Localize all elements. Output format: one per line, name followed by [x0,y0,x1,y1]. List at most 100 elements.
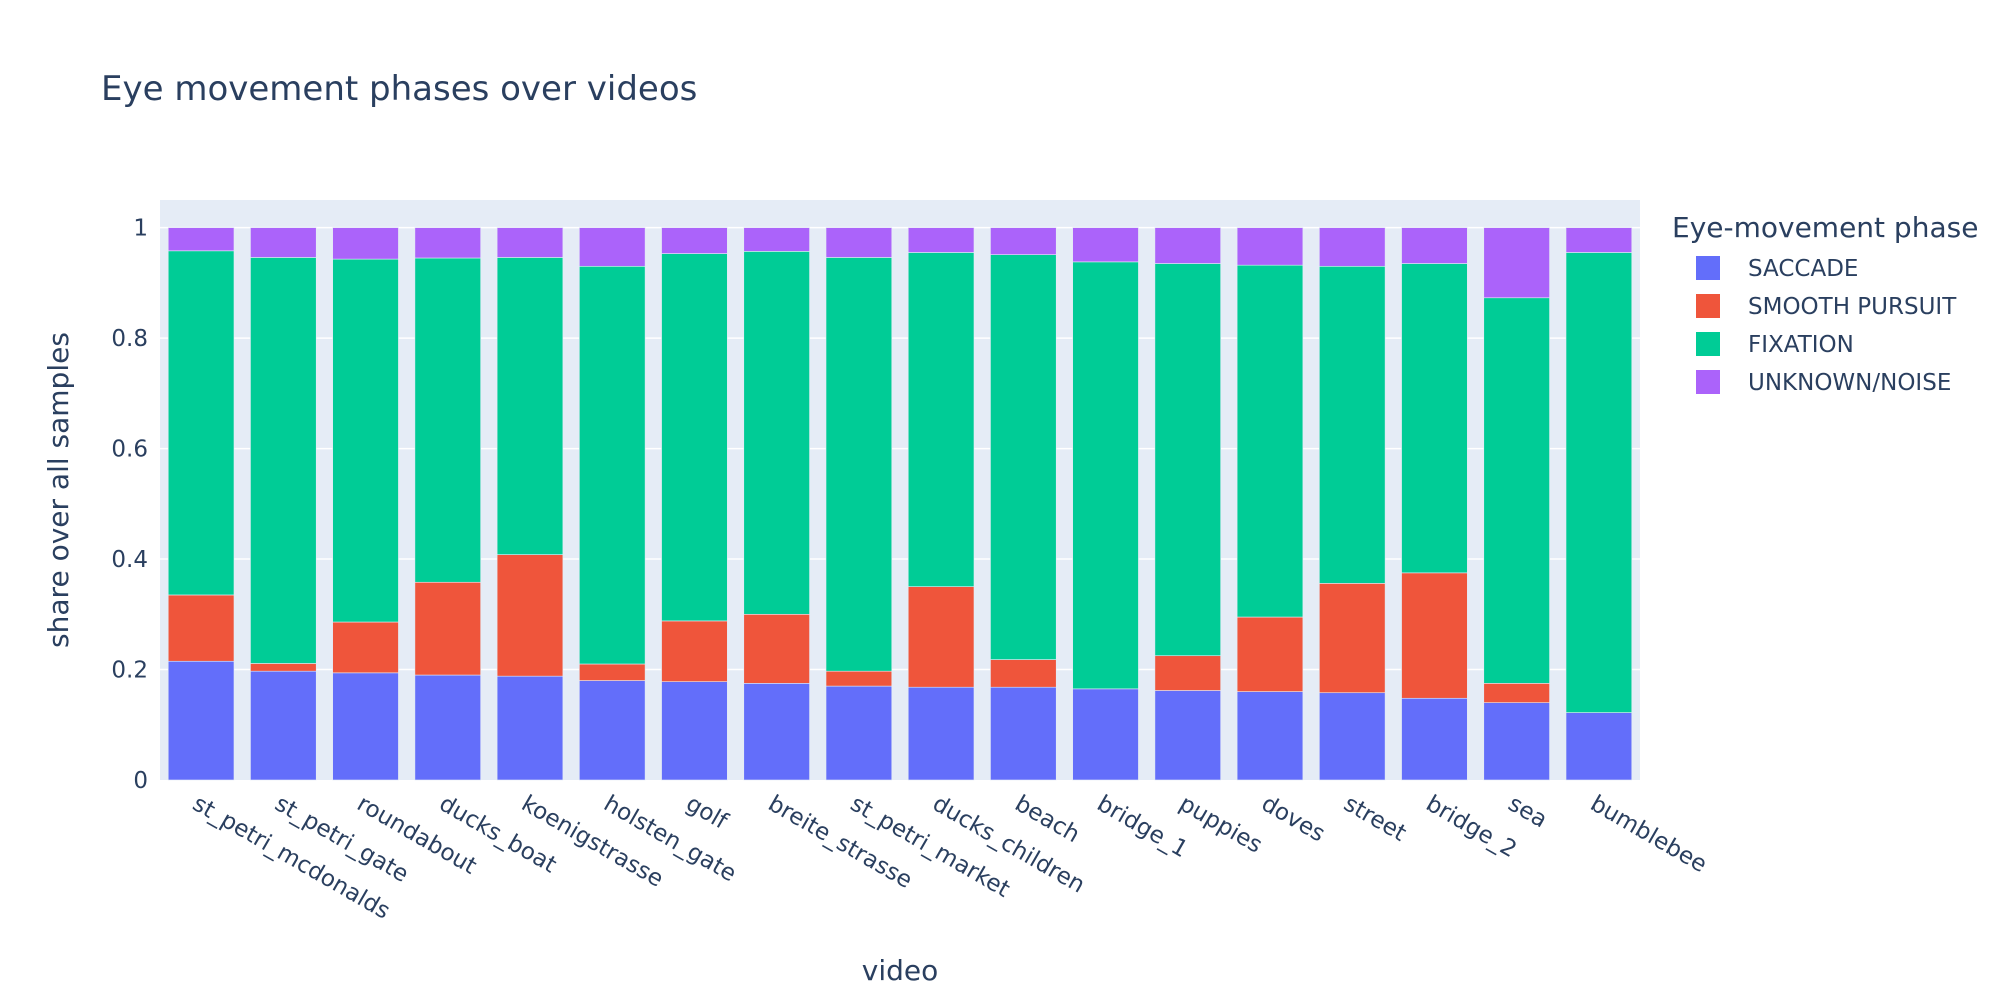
bar-segment [1236,616,1304,692]
bar-segment [990,254,1057,660]
bar-segment [1154,655,1221,691]
bar-segment [1154,690,1221,781]
bar-segment [1401,572,1468,699]
bar-segment [496,257,564,555]
legend-label: SMOOTH PURSUIT [1748,294,1957,320]
bars [167,227,1633,781]
bar-segment [1483,227,1550,299]
bar-segment [332,672,399,781]
x-axis-title: video [862,954,938,987]
bar-segment [250,227,317,258]
bar-segment [1483,683,1550,703]
bar-segment [1401,697,1468,781]
bar-segment [661,227,728,254]
x-tick-label: sea [1504,791,1552,834]
bar-segment [496,554,564,677]
bar-segment [1154,263,1221,657]
legend-swatch [1696,294,1720,318]
bar-segment [1236,264,1304,618]
bar-segment [332,258,399,623]
bar-segment [579,227,646,267]
bar-segment [907,252,975,587]
x-tick-label: bumblebee [1586,791,1711,878]
x-tick-label: puppies [1175,791,1267,859]
bar-segment [661,681,728,781]
bar-segment [1401,263,1468,574]
y-axis-title: share over all samples [42,332,75,648]
bar-segment [250,670,317,781]
bar-segment [579,265,646,665]
bar-segment [250,257,317,664]
x-tick-label: koenigstrasse [517,791,668,893]
y-tick-label: 0 [133,768,148,794]
plot-background [160,200,1640,780]
y-tick-label: 0.2 [111,658,148,684]
bar-segment [1236,227,1304,266]
bar-segment [825,257,893,672]
bar-segment [1236,691,1304,781]
bar-segment [414,257,481,583]
chart-title: Eye movement phases over videos [101,69,697,109]
bar-segment [167,227,235,252]
bar-segment [743,683,810,781]
bar-segment [907,586,975,688]
bar-segment [414,581,481,676]
x-tick-label: doves [1257,791,1329,848]
bar-segment [661,620,728,682]
bar-segment [1072,227,1139,263]
bar-segment [743,613,810,684]
gridlines [160,226,1640,671]
bar-segment [1565,712,1633,781]
bar-segment [743,227,810,252]
x-tick-label: breite_strasse [764,791,917,894]
x-axis-ticks: st_petri_mcdonaldsst_petri_gateroundabou… [188,791,1711,925]
bar-segment [990,686,1057,781]
x-tick-label: golf [681,791,732,836]
bar-segment [1319,227,1386,267]
legend-title: Eye-movement phase [1672,211,1978,244]
y-tick-label: 0.8 [111,326,148,352]
bar-segment [825,227,893,258]
bar-segment [1565,227,1633,253]
legend-label: UNKNOWN/NOISE [1748,370,1951,396]
y-axis-ticks: 0 0.2 0.4 0.6 0.8 1 [111,216,148,794]
bar-segment [414,674,481,781]
bar-segment [250,663,317,672]
bar-segment [907,227,975,253]
bar-segment [1154,227,1221,264]
bar-segment [496,675,564,781]
bar-segment [1319,692,1386,781]
y-tick-label: 0.4 [111,547,148,573]
legend-label: FIXATION [1748,332,1854,358]
bar-segment [579,680,646,781]
bar-segment [990,227,1057,255]
legend-swatch [1696,370,1720,394]
bar-segment [496,227,564,258]
bar-segment [907,686,975,781]
bar-segment [990,659,1057,688]
bar-segment [167,594,235,662]
x-tick-label: street [1339,791,1410,847]
bar-segment [167,250,235,596]
bar-segment [1319,265,1386,584]
bar-segment [1072,688,1139,781]
bar-segment [332,227,399,260]
bar-segment [1483,297,1550,684]
bar-segment [743,251,810,615]
legend-label: SACCADE [1748,256,1858,282]
bar-segment [167,660,235,781]
legend-swatch [1696,256,1720,280]
x-tick-label: bridge_1 [1093,791,1193,863]
bar-segment [414,227,481,259]
bar-segment [1483,702,1550,781]
y-tick-label: 0.6 [111,437,148,463]
bar-segment [825,670,893,687]
bar-segment [1401,227,1468,264]
bar-segment [1319,583,1386,694]
bar-segment [1565,252,1633,713]
legend: Eye-movement phase SACCADE SMOOTH PURSUIT… [1672,211,1978,396]
bar-segment [661,253,728,622]
y-tick-label: 1 [133,216,148,242]
x-tick-label: bridge_2 [1421,791,1521,863]
